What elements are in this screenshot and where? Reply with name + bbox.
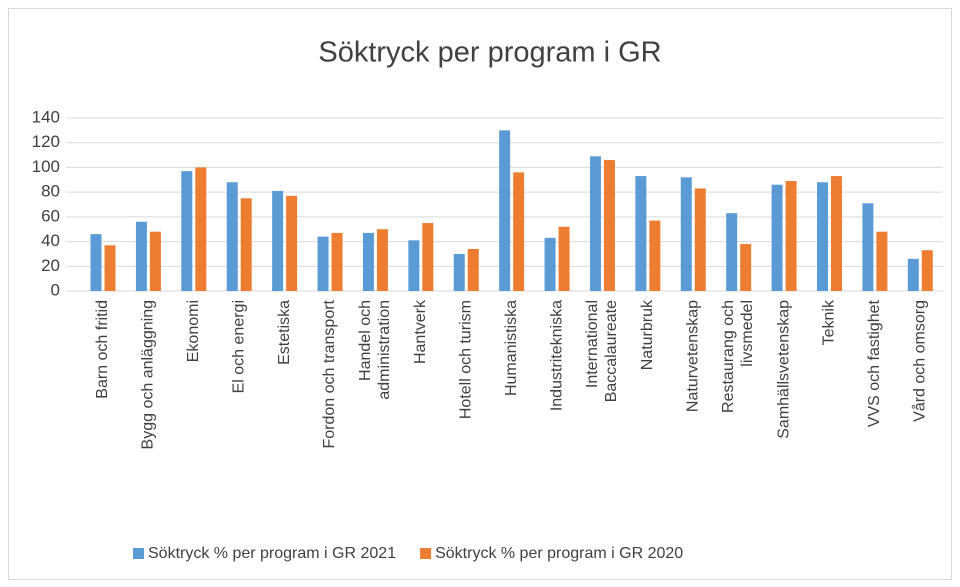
bar bbox=[181, 171, 193, 291]
y-tick-label: 80 bbox=[41, 182, 60, 201]
bar bbox=[544, 237, 556, 291]
legend-label: Söktryck % per program i GR 2021 bbox=[148, 545, 396, 562]
bar bbox=[467, 248, 479, 291]
bar bbox=[90, 234, 102, 291]
x-tick-label: Naturbruk bbox=[639, 299, 656, 370]
bar bbox=[104, 245, 116, 291]
bar bbox=[240, 198, 252, 291]
bar bbox=[816, 182, 828, 291]
bar bbox=[740, 244, 752, 291]
bar bbox=[921, 250, 933, 291]
bar bbox=[649, 220, 661, 291]
bar bbox=[830, 176, 842, 291]
bar bbox=[195, 167, 207, 291]
x-tick-label: Teknik bbox=[821, 299, 838, 345]
bar bbox=[331, 232, 343, 291]
x-tick-label: Estetiska bbox=[276, 300, 293, 365]
y-tick-label: 60 bbox=[41, 206, 60, 225]
y-tick-label: 140 bbox=[32, 107, 60, 126]
y-tick-label: 120 bbox=[32, 132, 60, 151]
bar bbox=[272, 190, 284, 291]
bar bbox=[558, 226, 570, 291]
bar bbox=[907, 258, 919, 291]
x-tick-label: Fordon och transport bbox=[321, 299, 338, 448]
bar bbox=[726, 213, 738, 291]
x-tick-label: International Baccalaureate bbox=[584, 300, 620, 402]
bar bbox=[135, 221, 147, 291]
bar bbox=[499, 130, 511, 291]
bar bbox=[513, 172, 525, 291]
x-tick-label: Handel och administration bbox=[357, 300, 393, 400]
bar bbox=[862, 203, 874, 291]
x-tick-label: Hotell och turism bbox=[457, 300, 474, 419]
x-tick-label: Naturvetenskap bbox=[684, 300, 701, 412]
bar bbox=[422, 223, 434, 291]
y-tick-label: 40 bbox=[41, 231, 60, 250]
legend-label: Söktryck % per program i GR 2020 bbox=[435, 545, 683, 562]
x-tick-label: Hantverk bbox=[412, 299, 429, 364]
bar bbox=[362, 232, 374, 291]
chart-frame bbox=[8, 8, 952, 580]
bar bbox=[635, 176, 647, 291]
bar bbox=[286, 195, 298, 291]
x-tick-label: Samhällsvetenskap bbox=[775, 300, 792, 439]
y-tick-label: 0 bbox=[51, 280, 60, 299]
x-tick-label: Bygg och anläggning bbox=[140, 300, 157, 449]
x-tick-label: Vård och omsorg bbox=[911, 300, 929, 422]
x-tick-label: Restaurang och livsmedel bbox=[720, 300, 756, 413]
x-tick-label: Barn och fritid bbox=[94, 300, 111, 399]
bar bbox=[408, 240, 420, 291]
y-tick-label: 20 bbox=[41, 256, 60, 275]
bar bbox=[771, 184, 783, 291]
bar bbox=[876, 231, 888, 291]
x-tick-label: VVS och fastighet bbox=[866, 299, 883, 427]
x-tick-label: Ekonomi bbox=[185, 300, 202, 362]
bar bbox=[694, 188, 706, 291]
x-tick-label: Humanistiska bbox=[503, 300, 520, 396]
bar bbox=[226, 182, 238, 291]
bar bbox=[453, 253, 465, 291]
y-tick-label: 100 bbox=[32, 157, 60, 176]
bar bbox=[785, 181, 797, 291]
x-tick-label: El och energi bbox=[230, 300, 247, 393]
chart-title: Söktryck per program i GR bbox=[318, 37, 661, 69]
bar bbox=[149, 231, 161, 291]
bar bbox=[589, 156, 601, 291]
x-tick-label: Industritekniska bbox=[548, 300, 565, 411]
bar bbox=[376, 229, 388, 291]
bar bbox=[317, 236, 329, 291]
bar bbox=[603, 160, 615, 291]
bar bbox=[680, 177, 692, 291]
legend-swatch bbox=[133, 548, 144, 559]
legend-swatch bbox=[420, 548, 432, 559]
